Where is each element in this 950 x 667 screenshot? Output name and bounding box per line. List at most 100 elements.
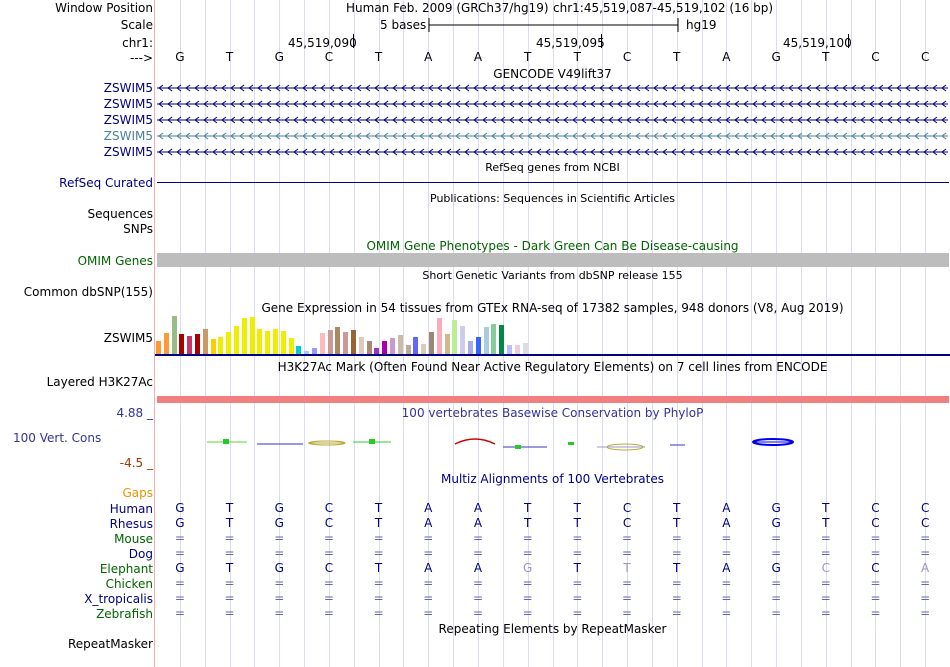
gtex-tissue-bar[interactable] — [421, 344, 427, 354]
gtex-tissue-bar[interactable] — [483, 327, 489, 354]
gtex-tissue-bar[interactable] — [187, 336, 193, 354]
strand-arrow — [680, 132, 686, 140]
strand-arrow — [644, 132, 650, 140]
multiz-track-title[interactable]: Multiz Alignments of 100 Vertebrates — [440, 472, 665, 486]
gtex-tissue-bar[interactable] — [304, 351, 310, 354]
gtex-tissue-bar[interactable] — [436, 318, 442, 354]
gtex-tissue-bar[interactable] — [413, 337, 419, 354]
gtex-tissue-bar[interactable] — [226, 332, 232, 354]
gtex-tissue-bar[interactable] — [265, 331, 271, 354]
gtex-tissue-bar[interactable] — [390, 338, 395, 354]
gtex-tissue-bar[interactable] — [343, 332, 349, 354]
h3k27ac-label[interactable]: Layered H3K27Ac — [46, 375, 153, 389]
phylop-conservation-plot[interactable] — [155, 430, 950, 460]
gtex-tissue-bar[interactable] — [241, 318, 247, 354]
gtex-tissue-bar[interactable] — [171, 316, 177, 354]
gtex-tissue-bar[interactable] — [460, 326, 466, 354]
h3k27ac-signal-band[interactable] — [157, 396, 949, 403]
strand-arrow — [212, 148, 218, 156]
gtex-tissue-bar[interactable] — [288, 338, 294, 354]
gtex-tissue-bar[interactable] — [374, 348, 380, 354]
gtex-tissue-bar[interactable] — [507, 345, 512, 354]
publications-snps-label[interactable]: SNPs — [123, 222, 153, 236]
gtex-bar-chart[interactable] — [155, 315, 545, 354]
h3k27ac-track-title[interactable]: H3K27Ac Mark (Often Found Near Active Re… — [277, 360, 828, 374]
gencode-gene-label-1[interactable]: ZSWIM5 — [103, 81, 153, 95]
gencode-gene-label-2[interactable]: ZSWIM5 — [103, 97, 153, 111]
refseq-label[interactable]: RefSeq Curated — [59, 176, 153, 190]
gencode-transcript-5[interactable] — [157, 145, 948, 159]
omim-feature-band[interactable] — [157, 253, 949, 267]
publications-sequences-label[interactable]: Sequences — [87, 207, 153, 221]
gencode-transcript-1[interactable] — [157, 81, 948, 95]
gtex-label[interactable]: ZSWIM5 — [103, 331, 153, 345]
gtex-tissue-bar[interactable] — [397, 335, 403, 354]
multiz-species-label[interactable]: Zebrafish — [96, 607, 153, 621]
alignment-base: T — [374, 561, 383, 575]
gtex-tissue-bar[interactable] — [429, 332, 434, 354]
gtex-tissue-bar[interactable] — [499, 325, 505, 354]
gtex-tissue-bar[interactable] — [444, 334, 450, 354]
gtex-tissue-bar[interactable] — [491, 324, 497, 354]
gtex-tissue-bar[interactable] — [296, 346, 302, 354]
gencode-transcript-2[interactable] — [157, 97, 948, 111]
gtex-tissue-bar[interactable] — [249, 317, 255, 354]
gtex-tissue-bar[interactable] — [335, 327, 341, 354]
multiz-gaps-label[interactable]: Gaps — [122, 486, 153, 500]
gtex-tissue-bar[interactable] — [163, 333, 169, 354]
gtex-tissue-bar[interactable] — [312, 348, 317, 354]
gencode-transcript-4[interactable] — [157, 129, 948, 143]
gtex-tissue-bar[interactable] — [475, 337, 481, 354]
strand-arrow — [779, 116, 785, 124]
refseq-gene-line[interactable] — [157, 182, 949, 183]
gtex-tissue-bar[interactable] — [452, 320, 458, 354]
multiz-species-label[interactable]: Rhesus — [109, 517, 153, 531]
gtex-tissue-bar[interactable] — [280, 331, 286, 354]
gtex-tissue-bar[interactable] — [179, 334, 185, 354]
gtex-tissue-bar[interactable] — [405, 345, 411, 354]
gtex-tissue-bar[interactable] — [234, 326, 239, 354]
gtex-tissue-bar[interactable] — [382, 341, 388, 354]
gtex-tissue-bar[interactable] — [257, 329, 263, 354]
gtex-track-title[interactable]: Gene Expression in 54 tissues from GTEx … — [261, 301, 844, 315]
gtex-tissue-bar[interactable] — [366, 341, 372, 354]
gtex-tissue-bar[interactable] — [319, 333, 325, 354]
repeatmasker-track-title[interactable]: Repeating Elements by RepeatMasker — [438, 622, 667, 636]
multiz-species-label[interactable]: Human — [109, 502, 153, 516]
dbsnp-label[interactable]: Common dbSNP(155) — [23, 285, 153, 299]
strand-arrow — [311, 100, 317, 108]
multiz-species-label[interactable]: Mouse — [114, 532, 153, 546]
gencode-gene-label-3[interactable]: ZSWIM5 — [103, 113, 153, 127]
repeatmasker-label[interactable]: RepeatMasker — [67, 637, 153, 651]
gtex-tissue-bar[interactable] — [514, 345, 520, 354]
publications-track-title[interactable]: Publications: Sequences in Scientific Ar… — [430, 192, 675, 205]
gtex-tissue-bar[interactable] — [202, 329, 208, 354]
gtex-tissue-bar[interactable] — [156, 341, 161, 354]
gtex-tissue-bar[interactable] — [195, 334, 200, 354]
gencode-gene-label-4[interactable]: ZSWIM5 — [103, 129, 153, 143]
gtex-tissue-bar[interactable] — [210, 339, 216, 354]
gencode-gene-label-5[interactable]: ZSWIM5 — [103, 145, 153, 159]
phylop-label[interactable]: 100 Vert. Cons — [13, 431, 102, 445]
gtex-tissue-bar[interactable] — [468, 341, 473, 354]
multiz-species-label[interactable]: Dog — [128, 547, 153, 561]
gtex-tissue-bar[interactable] — [218, 337, 224, 354]
dbsnp-track-title[interactable]: Short Genetic Variants from dbSNP releas… — [422, 269, 683, 282]
strand-arrow — [770, 100, 776, 108]
multiz-species-label[interactable]: X_tropicalis — [84, 592, 153, 606]
strand-arrow — [554, 116, 560, 124]
gencode-track-title[interactable]: GENCODE V49lift37 — [493, 67, 612, 81]
gencode-transcript-3[interactable] — [157, 113, 948, 127]
omim-label[interactable]: OMIM Genes — [77, 254, 153, 268]
refseq-track-title[interactable]: RefSeq genes from NCBI — [485, 161, 620, 174]
phylop-track-title[interactable]: 100 vertebrates Basewise Conservation by… — [401, 406, 704, 420]
gtex-tissue-bar[interactable] — [273, 329, 278, 354]
gtex-tissue-bar[interactable] — [351, 330, 356, 354]
omim-track-title[interactable]: OMIM Gene Phenotypes - Dark Green Can Be… — [366, 239, 739, 253]
gtex-tissue-bar[interactable] — [358, 337, 364, 354]
multiz-species-label[interactable]: Elephant — [99, 562, 153, 576]
gtex-tissue-bar[interactable] — [522, 343, 528, 354]
gtex-tissue-bar[interactable] — [327, 330, 333, 354]
multiz-species-label[interactable]: Chicken — [105, 577, 153, 591]
strand-arrow — [572, 100, 578, 108]
